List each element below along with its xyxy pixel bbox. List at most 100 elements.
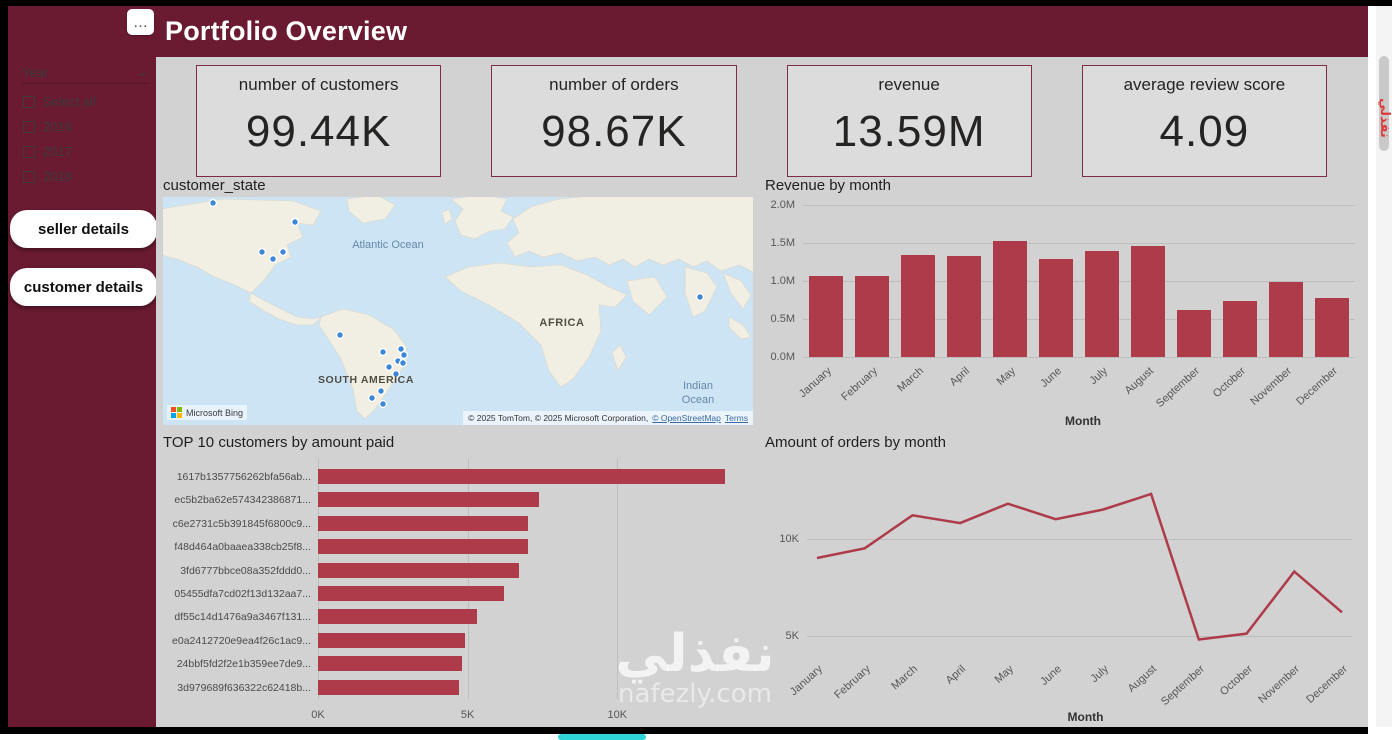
checkbox-icon[interactable] <box>23 145 35 158</box>
customer-bar[interactable] <box>318 539 528 555</box>
side-watermark: نفذلي <box>1377 98 1392 138</box>
y-axis-tick-label: 10K <box>779 532 799 545</box>
map-attribution: © 2025 TomTom, © 2025 Microsoft Corporat… <box>463 411 753 425</box>
kpi-card: revenue 13.59M <box>786 65 1032 177</box>
map-marker[interactable] <box>378 347 388 357</box>
map-marker[interactable] <box>257 247 267 257</box>
landmass-asia <box>506 197 753 273</box>
customer-bar[interactable] <box>318 492 540 508</box>
customer-details-button[interactable]: customer details <box>10 268 157 306</box>
vertical-scrollbar[interactable] <box>1376 6 1392 727</box>
y-axis-tick-label: 2.0M <box>770 199 795 211</box>
frame-bottom <box>0 727 1368 734</box>
more-options-button[interactable]: … <box>127 9 154 35</box>
map-marker[interactable] <box>695 292 705 302</box>
revenue-x-axis-title: Month <box>1065 414 1101 428</box>
revenue-bar-march[interactable] <box>901 255 935 357</box>
navigation-buttons: seller details customer details <box>10 210 157 306</box>
revenue-bar-may[interactable] <box>993 240 1027 357</box>
option-label: 2016 <box>43 119 72 134</box>
customer-state-map[interactable]: Atlantic Ocean AFRICA SOUTH AMERICA Indi… <box>163 197 753 425</box>
customer-bar[interactable] <box>318 656 462 672</box>
map-marker[interactable] <box>367 393 377 403</box>
customer-bar[interactable] <box>318 469 726 484</box>
customer-bar[interactable] <box>318 586 504 601</box>
customer-id-label: 1617b1357756262bfa56ab... <box>176 471 311 483</box>
year-slicer-title: Year <box>22 64 49 80</box>
map-marker[interactable] <box>335 330 345 340</box>
bing-logo-text: Microsoft Bing <box>186 407 244 418</box>
revenue-bar-september[interactable] <box>1177 309 1211 357</box>
kpi-label: number of orders <box>549 75 679 94</box>
option-label: 2018 <box>43 169 72 184</box>
kpi-label: average review score <box>1123 75 1286 94</box>
year-option-select-all[interactable]: Select all <box>23 94 96 109</box>
gridline <box>803 243 1355 244</box>
orders-line-path[interactable] <box>816 492 1343 641</box>
openstreetmap-link[interactable]: © OpenStreetMap <box>652 413 721 423</box>
customer-bar[interactable] <box>318 609 477 625</box>
kpi-card: average review score 4.09 <box>1081 65 1327 177</box>
revenue-bar-july[interactable] <box>1085 250 1119 357</box>
microsoft-logo-icon <box>171 407 182 418</box>
report-canvas: number of customers 99.44K number of order… <box>156 57 1368 727</box>
year-option-2017[interactable]: 2017 <box>23 144 96 159</box>
world-map <box>163 197 753 420</box>
year-option-2018[interactable]: 2018 <box>23 169 96 184</box>
landmass-arabia <box>626 276 668 316</box>
map-copyright-text: © 2025 TomTom, © 2025 Microsoft Corporat… <box>468 413 649 423</box>
customer-id-label: c6e2731c5b391845f6800c9... <box>172 517 311 530</box>
map-marker[interactable] <box>208 198 218 208</box>
landmass-madagascar <box>611 344 627 372</box>
customer-id-label: ec5b2ba62e574342386871... <box>174 494 311 507</box>
map-marker[interactable] <box>399 350 409 360</box>
horizontal-scrollbar[interactable] <box>8 734 1368 740</box>
revenue-bar-october[interactable] <box>1223 300 1257 357</box>
customer-id-label: 05455dfa7cd02f13d132aa7... <box>174 588 311 600</box>
revenue-bar-november[interactable] <box>1269 281 1303 357</box>
terms-link[interactable]: Terms <box>724 413 748 423</box>
y-axis-tick-label: 0.0M <box>770 351 795 363</box>
top10-bar-chart: 0K 5K 10K 1617b1357756262bfa56ab... ec5b2ba6… <box>163 455 753 727</box>
x-axis-tick-label: 10K <box>607 709 628 721</box>
revenue-bar-august[interactable] <box>1131 246 1165 357</box>
map-marker[interactable] <box>278 247 288 257</box>
vertical-scrollbar-thumb[interactable] <box>1379 56 1389 151</box>
header-bar: Portfolio Overview <box>156 6 1368 57</box>
checkbox-icon[interactable] <box>23 120 35 133</box>
chevron-down-icon[interactable]: ⌄ <box>137 64 148 79</box>
map-marker[interactable] <box>378 399 388 409</box>
customer-bar[interactable] <box>318 679 459 695</box>
landmass-india <box>684 266 718 318</box>
revenue-bar-june[interactable] <box>1039 258 1073 357</box>
revenue-bar-april[interactable] <box>947 255 981 357</box>
page-title: Portfolio Overview <box>165 16 408 46</box>
kpi-value: 13.59M <box>832 107 986 156</box>
map-marker[interactable] <box>391 369 401 379</box>
customer-id-label: 3fd6777bbce08a352fddd0... <box>180 564 311 577</box>
revenue-bar-chart: 0.0M 0.5M 1.0M 1.5M 2.0M January February March… <box>765 197 1361 427</box>
customer-bar[interactable] <box>318 515 528 531</box>
map-marker[interactable] <box>398 358 408 368</box>
map-marker[interactable] <box>384 362 394 372</box>
revenue-bar-february[interactable] <box>855 275 889 357</box>
kpi-value: 4.09 <box>1159 107 1250 156</box>
map-marker[interactable] <box>376 386 386 396</box>
x-axis-tick-label: 0K <box>311 709 325 721</box>
map-marker[interactable] <box>268 254 278 264</box>
horizontal-scrollbar-thumb[interactable] <box>558 734 646 740</box>
customer-bar[interactable] <box>318 562 519 578</box>
map-marker[interactable] <box>290 217 300 227</box>
checkbox-icon[interactable] <box>23 170 35 183</box>
customer-id-label: 24bbf5fd2f2e1b359ee7de9... <box>176 658 311 671</box>
gridline <box>803 205 1355 206</box>
revenue-bar-december[interactable] <box>1315 298 1349 357</box>
checkbox-icon[interactable] <box>23 95 35 108</box>
landmass-uk <box>441 208 453 225</box>
year-option-2016[interactable]: 2016 <box>23 119 96 134</box>
revenue-bar-january[interactable] <box>809 275 843 357</box>
customer-bar[interactable] <box>318 632 465 648</box>
landmass-central-america <box>248 292 322 326</box>
seller-details-button[interactable]: seller details <box>10 210 157 248</box>
kpi-label: number of customers <box>238 75 399 94</box>
